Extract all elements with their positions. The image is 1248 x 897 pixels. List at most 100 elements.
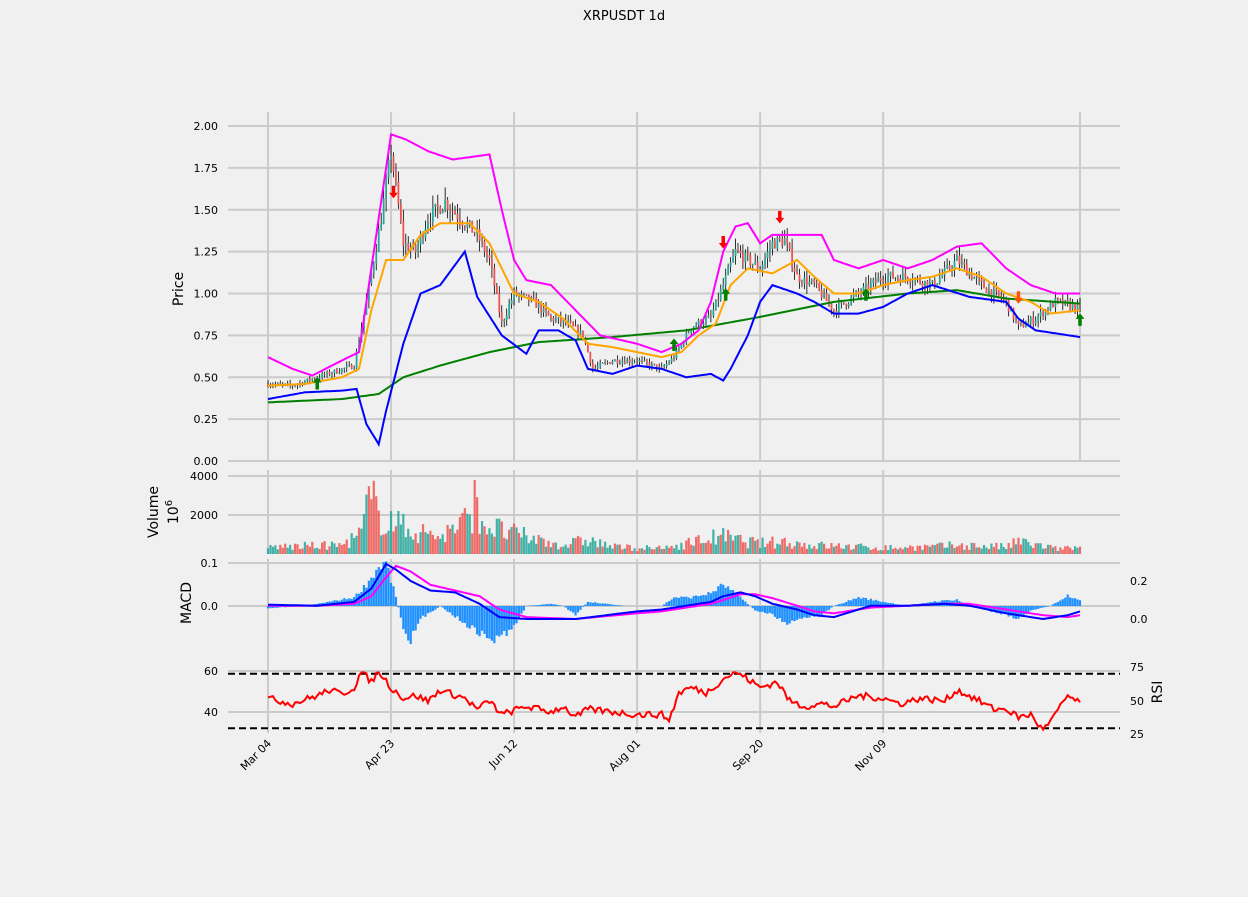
macd-histogram-bar — [579, 606, 582, 610]
candle-body — [897, 277, 899, 279]
volume-bar — [815, 549, 818, 554]
macd-histogram-bar — [392, 586, 395, 606]
volume-bar — [687, 537, 690, 554]
macd-histogram-bar — [613, 604, 617, 606]
volume-bar — [338, 543, 341, 554]
volume-bar — [549, 547, 553, 554]
candle-body — [377, 229, 380, 252]
candle-body — [340, 368, 343, 373]
candle-body — [451, 210, 454, 212]
candle-body — [845, 303, 848, 306]
volume-bar — [963, 549, 966, 554]
candle-body — [503, 320, 506, 322]
candle-body — [660, 366, 663, 368]
volume-bar — [714, 544, 717, 554]
macd-histogram-bar — [552, 604, 555, 606]
macd-histogram-bar — [426, 606, 430, 614]
volume-bar — [375, 496, 378, 554]
macd-histogram-bar — [857, 596, 860, 606]
macd-histogram-bar — [704, 595, 708, 606]
volume-bar — [537, 534, 540, 554]
candle-body — [328, 371, 331, 375]
volume-bar — [931, 544, 934, 554]
volume-bar — [1037, 543, 1040, 554]
macd-signal-line — [268, 564, 1081, 621]
candle-body — [818, 283, 821, 290]
candle-body — [771, 241, 774, 249]
volume-bar — [965, 545, 968, 554]
macd-histogram-bar — [731, 589, 735, 606]
macd-histogram-bar — [485, 606, 489, 639]
volume-bar — [751, 536, 754, 554]
candle-body — [749, 254, 752, 266]
volume-bar — [690, 544, 693, 554]
macd-histogram-bar — [987, 606, 991, 611]
volume-bar — [485, 534, 489, 554]
volume-bar — [483, 526, 486, 554]
candle-body — [523, 293, 525, 295]
macd-histogram-bar — [416, 606, 420, 624]
macd-histogram-bar — [456, 606, 459, 617]
volume-bar — [419, 532, 422, 554]
candle-body — [751, 264, 754, 266]
volume-bar — [663, 548, 666, 554]
candle-body — [963, 262, 966, 265]
candle-body — [473, 232, 476, 234]
macd-histogram-bar — [859, 598, 863, 606]
candle-body — [1049, 302, 1052, 311]
buy-signal-arrow — [312, 376, 322, 390]
volume-bar — [576, 535, 580, 554]
volume-bar — [350, 533, 353, 554]
macd-histogram-bar — [271, 606, 275, 609]
macd-histogram-bar — [266, 606, 270, 609]
volume-bar — [623, 548, 626, 554]
candle-body — [611, 361, 614, 364]
candle-body — [459, 219, 461, 224]
volume-bar — [1061, 549, 1064, 554]
macd-histogram-bar — [505, 606, 508, 637]
macd-histogram-bar — [690, 598, 693, 606]
volume-bar — [739, 534, 742, 554]
macd-histogram-bar — [591, 602, 594, 606]
volume-bar — [707, 540, 710, 554]
candle-body — [919, 277, 921, 284]
candle-body — [911, 281, 914, 283]
volume-bar — [552, 542, 555, 554]
volume-bar — [360, 528, 363, 554]
macd-histogram-bar — [387, 567, 390, 606]
macd-histogram-bar — [599, 603, 602, 606]
volume-bar — [827, 548, 831, 554]
volume-bar — [697, 535, 700, 554]
candle-body — [353, 368, 356, 370]
candle-body — [417, 244, 419, 253]
candle-body — [810, 279, 813, 282]
macd-histogram-bar — [1014, 606, 1018, 619]
candle-body — [867, 283, 870, 290]
volume-bar — [448, 528, 452, 554]
candle-body — [463, 225, 466, 228]
macd-histogram-bar — [399, 606, 402, 618]
candle-body — [931, 280, 934, 283]
volume-bar — [788, 543, 791, 554]
buy-signal-arrow — [861, 288, 871, 301]
volume-bar — [808, 544, 811, 554]
candle-body — [820, 289, 823, 298]
candle-body — [395, 171, 397, 182]
macd-histogram-bar — [360, 591, 363, 606]
macd-histogram-bar — [874, 599, 877, 606]
volume-bar — [370, 499, 373, 554]
candle-body — [778, 237, 781, 240]
price-tick-label: 1.00 — [194, 288, 219, 301]
macd-histogram-bar — [717, 586, 720, 606]
volume-bar — [340, 545, 343, 554]
candle-body — [727, 266, 730, 276]
volume-bar — [613, 543, 617, 554]
volume-bar — [1046, 544, 1050, 554]
volume-bar — [266, 548, 270, 554]
candle-body — [901, 273, 904, 283]
volume-bar — [995, 542, 998, 554]
candle-body — [756, 261, 759, 269]
volume-bar — [569, 544, 572, 554]
volume-bar — [879, 549, 882, 554]
candle-body — [348, 364, 351, 366]
